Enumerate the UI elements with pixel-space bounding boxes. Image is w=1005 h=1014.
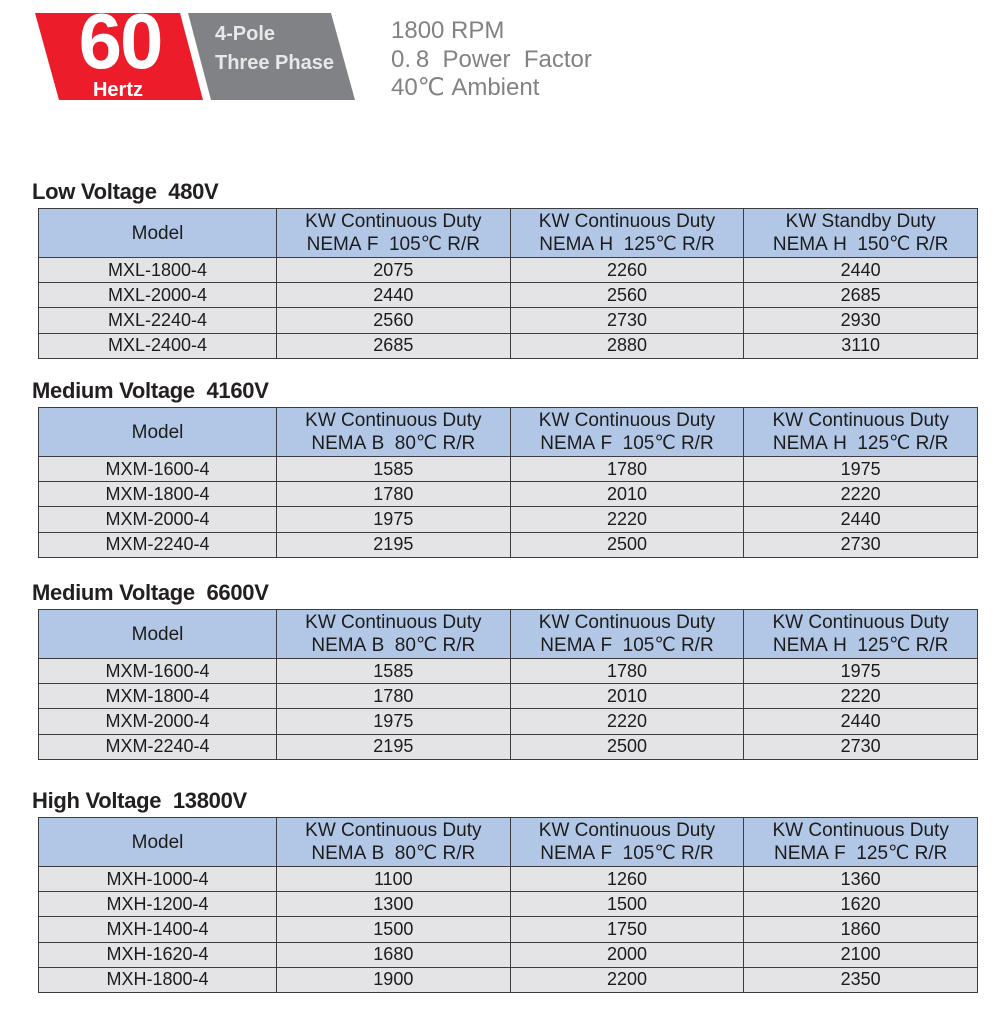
svg-text:Three Phase: Three Phase <box>215 52 334 74</box>
svg-text:4-Pole: 4-Pole <box>215 23 275 45</box>
svg-text:Hertz: Hertz <box>93 79 143 101</box>
svg-text:60: 60 <box>79 0 162 85</box>
